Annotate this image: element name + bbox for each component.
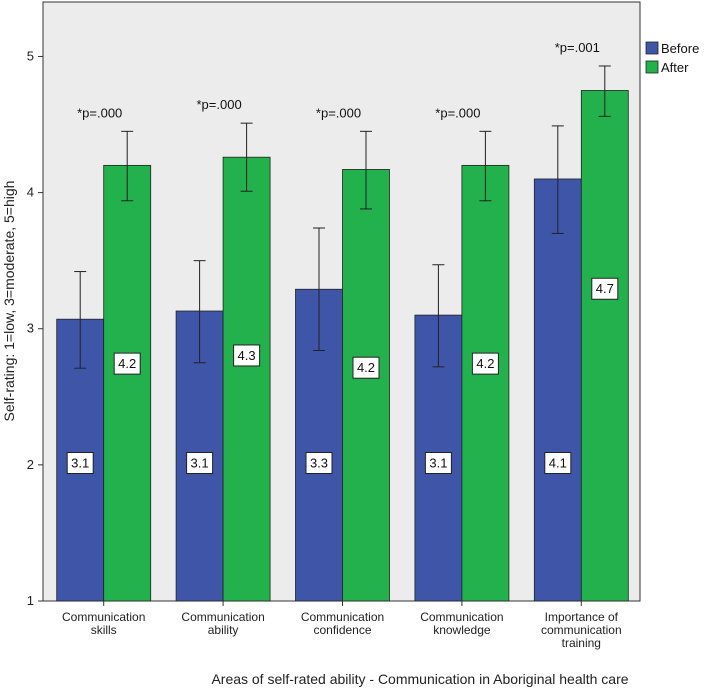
bar-after (461, 164, 510, 602)
value-label-box (544, 452, 572, 475)
value-labels-group: 3.1 4.2 3.1 4.3 3.3 4.2 3.1 4.2 4.1 4.7 (66, 277, 619, 475)
y-tick-label: 3 (27, 321, 34, 336)
category-label-line: skills (91, 623, 117, 637)
category-label-line: Communication (420, 610, 503, 624)
p-value-annotation: *p=.000 (197, 97, 242, 112)
value-label-box (471, 352, 499, 375)
value-label-after: 4.2 (357, 360, 375, 375)
category-label: Importance of communication training (541, 610, 622, 650)
value-label-after: 4.2 (476, 356, 494, 371)
value-label-before: 3.1 (429, 456, 447, 471)
value-label-box (352, 356, 380, 379)
category-label-line: confidence (313, 623, 371, 637)
p-value-annotation: *p=.000 (77, 105, 122, 120)
value-label-box (233, 344, 261, 367)
value-label-before: 3.1 (71, 456, 89, 471)
category-label: Communication knowledge (420, 610, 503, 637)
error-bars-group (74, 65, 611, 369)
category-label-line: training (562, 636, 601, 650)
value-label-box (66, 452, 94, 475)
category-label-line: Communication (181, 610, 264, 624)
legend-label-after: After (661, 60, 689, 75)
y-axis: 1 2 3 4 5 (27, 48, 43, 608)
p-value-annotation: *p=.000 (435, 105, 480, 120)
category-label-line: Communication (62, 610, 145, 624)
value-label-before: 4.1 (549, 456, 567, 471)
annotations-group: *p=.000 *p=.000 *p=.000 *p=.000 *p=.001 (77, 40, 600, 120)
y-axis-title: Self-rating: 1=low, 3=moderate, 5=high (1, 181, 17, 422)
y-tick-label: 4 (27, 185, 34, 200)
value-label-box (186, 452, 214, 475)
value-label-after: 4.7 (596, 281, 614, 296)
legend-swatch-after (645, 60, 659, 74)
p-value-annotation: *p=.000 (316, 105, 361, 120)
bar-after (103, 164, 152, 602)
value-label-box (424, 452, 452, 475)
y-tick-label: 5 (27, 48, 34, 63)
category-label-line: Communication (301, 610, 384, 624)
legend-label-before: Before (661, 41, 699, 56)
category-label-line: communication (541, 623, 622, 637)
bars-group (56, 90, 629, 602)
category-label-line: knowledge (433, 623, 491, 637)
legend: Before After (645, 41, 699, 75)
category-label: Communication confidence (301, 610, 384, 637)
x-axis-title: Areas of self-rated ability - Communicat… (211, 671, 628, 687)
y-tick-label: 1 (27, 593, 34, 608)
bar-after (342, 169, 390, 602)
category-label-line: Importance of (545, 610, 619, 624)
legend-swatch-before (645, 41, 659, 55)
value-label-after: 4.2 (118, 356, 136, 371)
y-tick-label: 2 (27, 457, 34, 472)
value-label-box (305, 452, 333, 475)
category-label-line: ability (208, 623, 239, 637)
bar-after (222, 156, 271, 602)
bar-after (580, 90, 629, 602)
value-label-after: 4.3 (238, 348, 256, 363)
value-label-before: 3.3 (310, 456, 328, 471)
category-label: Communication skills (62, 610, 145, 637)
category-label: Communication ability (181, 610, 264, 637)
bar-before (533, 178, 582, 602)
value-label-box (591, 277, 619, 300)
value-label-box (113, 352, 141, 375)
p-value-annotation: *p=.001 (555, 40, 600, 55)
value-label-before: 3.1 (191, 456, 209, 471)
